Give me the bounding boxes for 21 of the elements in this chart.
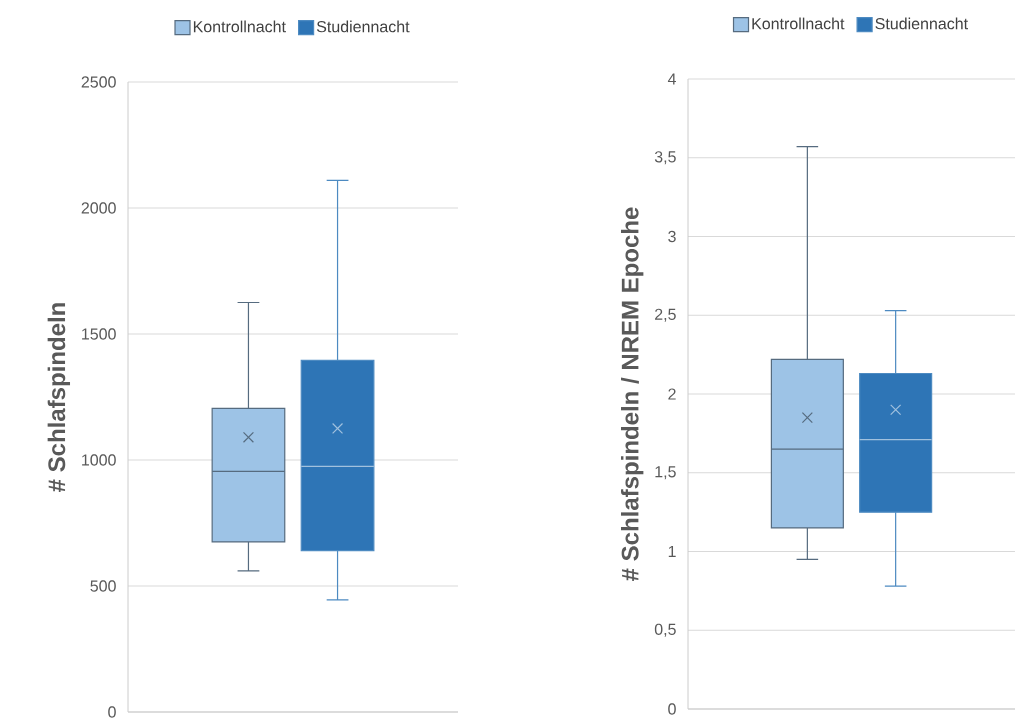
y-tick-label: 2 xyxy=(668,388,676,400)
y-tick-label: 0 xyxy=(668,703,676,715)
y-tick-label: 1 xyxy=(668,545,676,557)
legend-label: Kontrollnacht xyxy=(193,20,286,33)
y-tick-label: 3 xyxy=(668,230,676,243)
y-tick-label: 0,5 xyxy=(654,623,676,637)
y-tick-label: 0 xyxy=(108,706,116,718)
legend-label: Studiennacht xyxy=(875,17,968,30)
legend-label: Kontrollnacht xyxy=(752,17,845,30)
legend-label: Studiennacht xyxy=(316,20,410,33)
y-tick-label: 4 xyxy=(667,73,676,85)
y-tick-label: 2,5 xyxy=(655,308,676,322)
y-tick-label: 2500 xyxy=(81,76,116,88)
y-tick-label: 1,5 xyxy=(655,466,676,480)
y-tick-label: 1500 xyxy=(82,328,116,340)
y-tick-label: 2000 xyxy=(81,202,116,214)
y-tick-label: 500 xyxy=(90,580,116,592)
y-axis-title: # Schlafspindeln / NREM Epoche xyxy=(620,207,644,581)
y-tick-label: 3,5 xyxy=(654,151,676,165)
y-axis-title: # Schlafspindeln xyxy=(47,303,71,492)
y-tick-label: 1000 xyxy=(82,454,116,466)
